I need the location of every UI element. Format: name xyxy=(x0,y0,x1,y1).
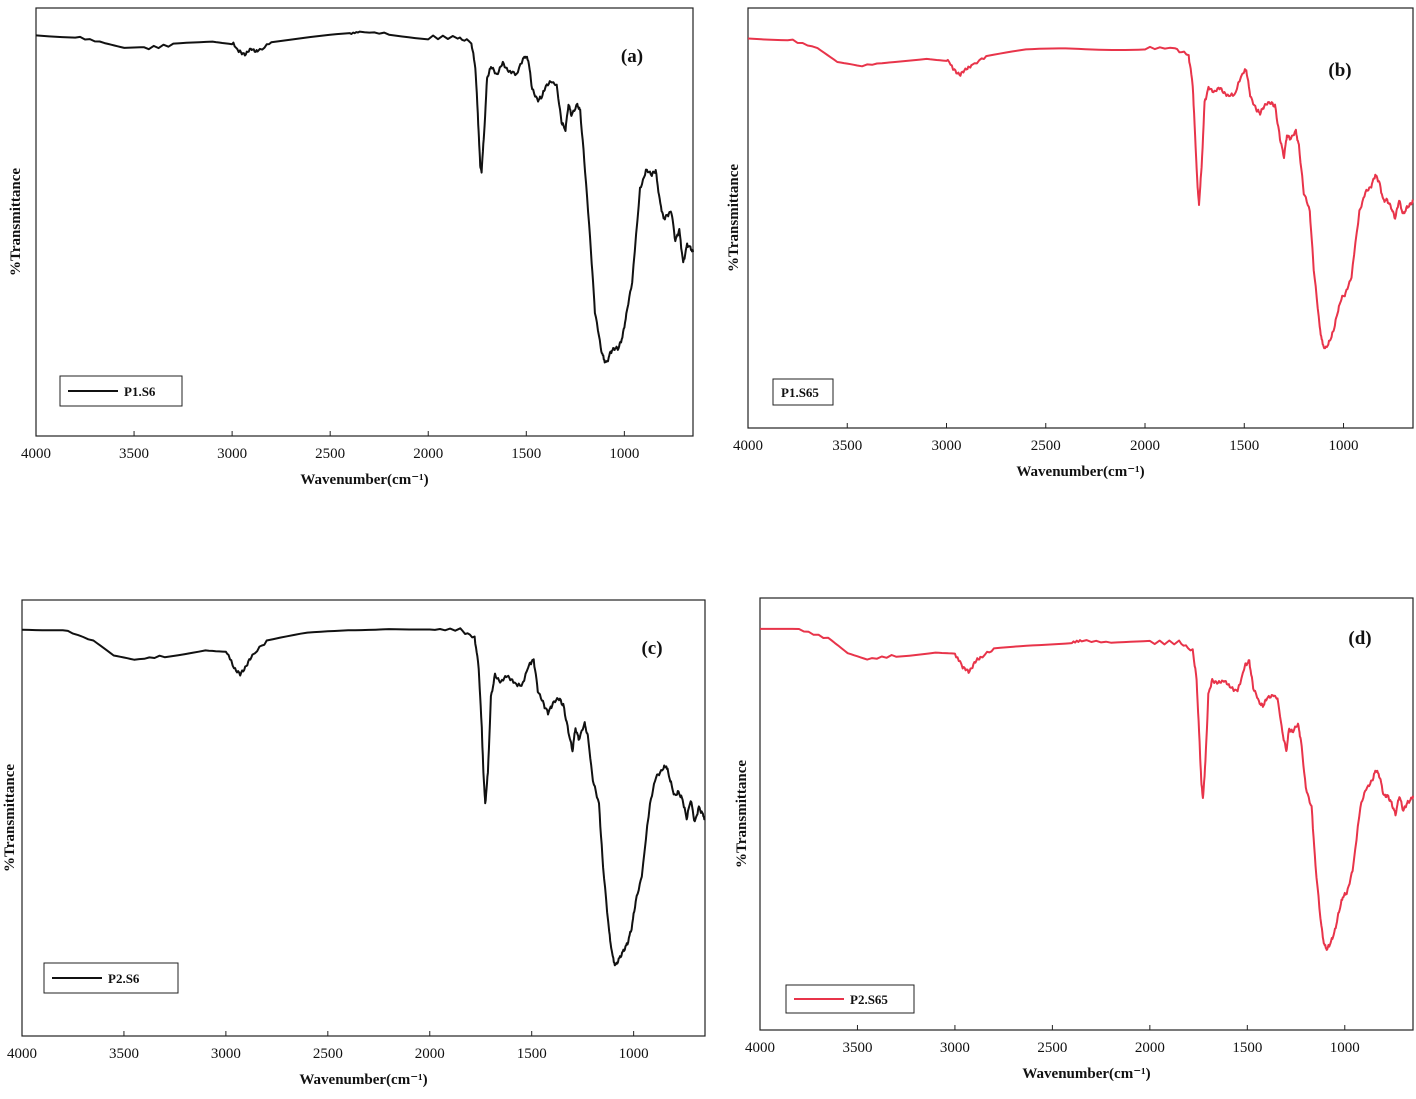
panel-c-x-tick-label: 2500 xyxy=(313,1046,343,1062)
panel-d: 4000 3500 3000 2500 2000 1500 1000 Wavenumber(c… xyxy=(734,597,1414,1082)
panel-b-y-axis-title: %Transmittance xyxy=(726,164,742,272)
panel-d-x-tick-label: 1500 xyxy=(1232,1040,1262,1056)
panel-b-x-tick-label: 4000 xyxy=(733,438,763,454)
panel-d-x-tick-label: 4000 xyxy=(745,1040,775,1056)
panel-a-plot-frame xyxy=(35,7,694,437)
panel-c-x-tick-label: 1000 xyxy=(619,1046,649,1062)
panel-d-x-axis-title: Wavenumber(cm⁻¹) xyxy=(1022,1066,1150,1082)
panel-b-x-tick-label: 2500 xyxy=(1031,438,1061,454)
panel-a-legend-box xyxy=(59,375,183,407)
panel-d-x-tick-label: 3000 xyxy=(940,1040,970,1056)
panel-d-x-tick-label: 3500 xyxy=(842,1040,872,1056)
panel-a-legend-label: P1.S6 xyxy=(124,384,156,399)
panel-a-panel-label: (a) xyxy=(621,46,643,67)
panel-b-x-tick-label: 3000 xyxy=(932,438,962,454)
panel-b-panel-label: (b) xyxy=(1328,60,1351,81)
panel-a-x-tick-label: 3500 xyxy=(119,446,149,462)
panel-a-series-line-p1-s6 xyxy=(35,30,694,364)
panel-c-panel-label: (c) xyxy=(641,638,662,659)
panel-c-x-tick-label: 1500 xyxy=(517,1046,547,1062)
panel-b-x-tick-label: 3500 xyxy=(832,438,862,454)
panel-b-legend-box xyxy=(772,378,834,406)
panel-d-x-tick-label: 2500 xyxy=(1037,1040,1067,1056)
panel-d-x-tick-label: 2000 xyxy=(1135,1040,1165,1056)
panel-c-y-axis-title: %Transmittance xyxy=(2,764,18,872)
panel-b-legend-label: P1.S65 xyxy=(781,385,819,400)
panel-a-x-tick-label: 4000 xyxy=(21,446,51,462)
panel-b-x-tick-label: 2000 xyxy=(1130,438,1160,454)
panel-c-legend-label: P2.S6 xyxy=(108,971,140,986)
panel-b-series-line-p1-s65 xyxy=(747,37,1414,350)
panel-d-series-line-p2-s65 xyxy=(760,627,1414,951)
panel-a-x-tick-label: 2000 xyxy=(413,446,443,462)
panel-a-x-tick-label: 1500 xyxy=(511,446,541,462)
panel-c-x-tick-label: 3000 xyxy=(211,1046,241,1062)
panel-a-x-tick-label: 3000 xyxy=(217,446,247,462)
panel-b-plot-frame xyxy=(747,7,1414,429)
panel-b-x-tick-label: 1000 xyxy=(1329,438,1359,454)
panel-d-x-tick-label: 1000 xyxy=(1330,1040,1360,1056)
panel-a-x-axis-title: Wavenumber(cm⁻¹) xyxy=(300,472,428,488)
panel-d-legend-label: P2.S65 xyxy=(850,992,888,1007)
panel-a-x-tick-label: 2500 xyxy=(315,446,345,462)
panel-b: 4000 3500 3000 2500 2000 1500 1000 Wavenumber(c… xyxy=(726,7,1414,480)
panel-d-panel-label: (d) xyxy=(1348,628,1371,649)
panel-d-plot-frame xyxy=(759,597,1414,1031)
panel-a-y-axis-title: %Transmittance xyxy=(8,168,24,276)
panel-c-x-tick-label: 4000 xyxy=(7,1046,37,1062)
panel-a-x-tick-label: 1000 xyxy=(609,446,639,462)
panel-b-x-tick-label: 1500 xyxy=(1229,438,1259,454)
panel-c-series-line-p2-s6 xyxy=(21,627,706,967)
panel-d-y-axis-title: %Transmittance xyxy=(734,760,750,868)
panel-b-x-axis-title: Wavenumber(cm⁻¹) xyxy=(1016,464,1144,480)
panel-c-x-tick-label: 3500 xyxy=(109,1046,139,1062)
panel-c-x-axis-title: Wavenumber(cm⁻¹) xyxy=(299,1072,427,1088)
panel-c-x-tick-label: 2000 xyxy=(415,1046,445,1062)
panel-c: 4000 3500 3000 2500 2000 1500 1000 Wavenumber(c… xyxy=(2,599,706,1088)
panel-a: 4000 3500 3000 2500 2000 1500 1000 Wavenumber(c… xyxy=(8,7,694,488)
